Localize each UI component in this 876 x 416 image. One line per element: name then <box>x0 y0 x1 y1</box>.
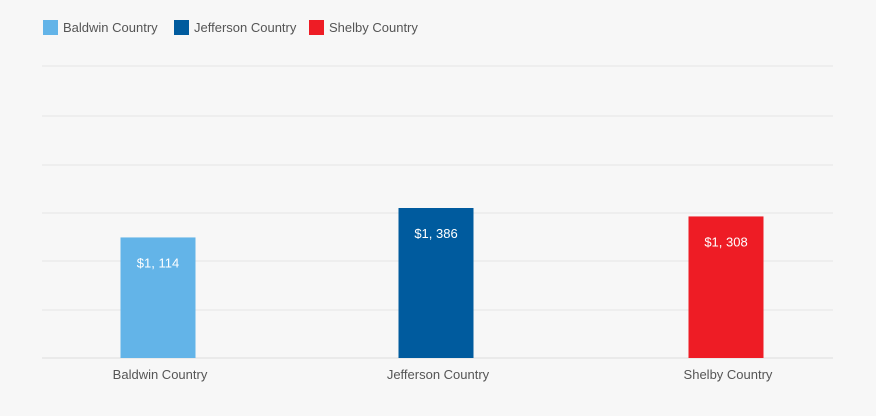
chart-legend: Baldwin Country Jefferson Country Shelby C… <box>43 20 418 35</box>
chart-x-axis: Baldwin Country Jefferson Country Shelby C… <box>113 367 773 382</box>
bar-value-label: $1, 386 <box>414 226 457 241</box>
legend-label: Jefferson Country <box>194 20 297 35</box>
x-tick-label: Shelby Country <box>684 367 773 382</box>
bar <box>688 216 764 358</box>
bar-value-label: $1, 308 <box>704 234 747 249</box>
bar <box>398 208 474 358</box>
bar-value-label: $1, 114 <box>137 255 179 270</box>
legend-swatch <box>43 20 58 35</box>
legend-label: Baldwin Country <box>63 20 158 35</box>
bar <box>120 237 196 358</box>
legend-swatch <box>174 20 189 35</box>
legend-item: Shelby Country <box>309 20 418 35</box>
x-tick-label: Jefferson Country <box>387 367 490 382</box>
chart-bars <box>120 208 764 358</box>
legend-item: Baldwin Country <box>43 20 158 35</box>
x-tick-label: Baldwin Country <box>113 367 208 382</box>
legend-item: Jefferson Country <box>174 20 297 35</box>
legend-swatch <box>309 20 324 35</box>
chart-value-labels: $1, 114 $1, 386 $1, 308 <box>137 226 748 270</box>
legend-label: Shelby Country <box>329 20 418 35</box>
